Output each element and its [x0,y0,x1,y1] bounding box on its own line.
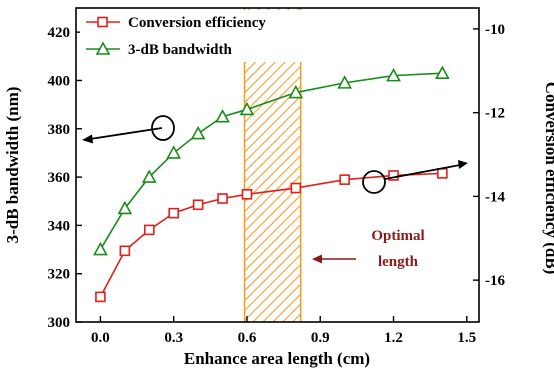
y-left-tick-label: 360 [48,170,71,186]
legend-marker-square [97,16,108,28]
data-point-square [388,170,399,181]
data-point-triangle [166,145,182,159]
legend: Conversion efficiency 3-dB bandwidth [80,10,306,62]
data-point-square [143,224,155,236]
legend-label-conversion-efficiency: Conversion efficiency [128,15,266,31]
plot-frame [75,7,480,323]
data-point-square [217,193,228,204]
left-axis-arrow-head [82,134,93,144]
data-point-square [339,174,350,185]
optimal-length-annotation: Optimal length [312,228,425,270]
data-point-triangle [93,241,108,256]
y-left-tick-label: 340 [48,218,71,234]
y-axis-left-title: 3-dB bandwidth (nm) [3,87,22,244]
x-tick-label: 0.0 [91,330,110,346]
data-point-square [95,291,106,303]
data-point-triangle [386,67,401,82]
right-axis-arrow-head [458,160,468,169]
data-point-square [168,207,179,219]
x-tick-label: 0.3 [164,330,183,346]
data-point-triangle [337,75,353,89]
data-point-triangle [141,169,157,183]
ticks-layer: 0.0 0.3 0.6 0.9 1.2 1.5 300 320 340 360 380 400 420 -… [48,22,506,346]
left-axis-ellipse [151,115,175,141]
legend-entry-3db-bandwidth: 3-dB bandwidth [86,41,232,58]
legend-background [80,10,306,62]
y-left-tick-label: 400 [48,73,71,89]
legend-marker-triangle [95,41,111,55]
data-point-square [241,189,253,200]
y-left-tick-label: 420 [48,25,71,41]
data-point-square [290,182,302,194]
series-layer [93,65,450,303]
y-right-tick-label: -14 [485,189,505,205]
right-axis-arrow-shaft [384,164,461,180]
y-axis-right-title: Conversion efficiency (dB) [542,82,554,275]
x-axis-title: Enhance area length (cm) [184,349,370,368]
data-point-triangle [215,109,230,123]
left-axis-arrow-shaft [89,127,163,140]
y-left-tick-label: 320 [48,267,71,283]
data-point-triangle [117,200,133,215]
x-tick-label: 1.2 [384,330,403,346]
y-left-tick-label: 300 [48,315,71,331]
right-axis-indicator [362,160,468,194]
y-left-tick-label: 380 [48,122,71,138]
data-point-triangle [239,101,255,116]
y-right-tick-label: -12 [485,106,505,122]
x-tick-label: 0.9 [311,330,330,346]
data-point-triangle [288,84,304,99]
data-point-square [437,168,448,179]
data-point-triangle [435,65,450,80]
data-point-square [119,245,131,257]
legend-label-3db-bandwidth: 3-dB bandwidth [128,42,232,58]
left-axis-indicator [82,115,175,144]
x-tick-label: 1.5 [457,330,476,346]
y-right-tick-label: -16 [485,273,505,289]
annotation-line-1: Optimal [371,228,424,244]
data-point-triangle [190,125,206,140]
annotation-arrow-head [312,254,322,264]
annotation-line-2: length [378,254,419,270]
data-point-square [192,199,204,211]
y-right-tick-label: -10 [485,22,505,38]
x-tick-label: 0.6 [238,330,257,346]
right-axis-ellipse [362,170,386,194]
legend-entry-conversion-efficiency: Conversion efficiency [86,15,266,31]
